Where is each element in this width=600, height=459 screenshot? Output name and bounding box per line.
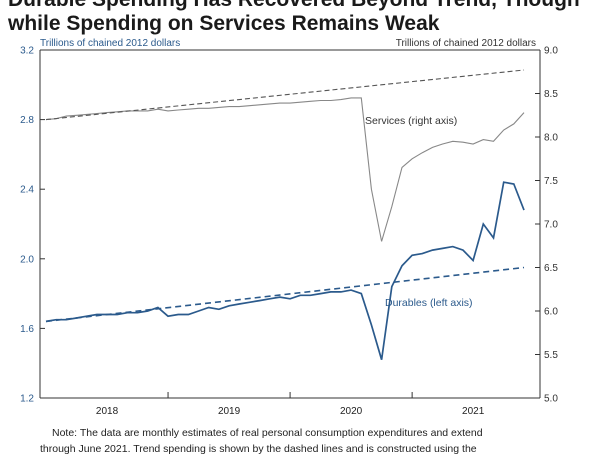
right-tick-label: 8.5 [544, 89, 558, 100]
right-tick-label: 6.0 [544, 307, 558, 318]
chart-title-line-1: Durable Spending Has Recovered Beyond Tr… [8, 0, 580, 12]
left-tick-label: 1.2 [20, 394, 34, 405]
left-axis-label: Trillions of chained 2012 dollars [40, 38, 180, 49]
series-layer [45, 69, 525, 360]
left-tick-label: 2.0 [20, 254, 34, 265]
right-tick-label: 8.0 [544, 133, 558, 144]
durables-series-line [45, 181, 525, 360]
note-line-2: through June 2021. Trend spending is sho… [40, 443, 477, 455]
x-tick-label: 2021 [462, 406, 485, 417]
chart-title-line-2: while Spending on Services Remains Weak [8, 12, 440, 35]
right-tick-label: 6.5 [544, 263, 558, 274]
x-tick-label: 2020 [340, 406, 363, 417]
x-tick-label: 2019 [218, 406, 241, 417]
left-tick-label: 2.4 [20, 185, 34, 196]
note-line-1: Note: The data are monthly estimates of … [52, 427, 483, 439]
services-series-label: Services (right axis) [365, 115, 457, 127]
right-tick-label: 7.5 [544, 176, 558, 187]
left-tick-label: 3.2 [20, 46, 34, 57]
x-tick-label: 2018 [96, 406, 119, 417]
services-trend-line [45, 69, 525, 121]
right-tick-label: 7.0 [544, 220, 558, 231]
right-axis-label: Trillions of chained 2012 dollars [396, 38, 536, 49]
left-tick-label: 1.6 [20, 324, 34, 335]
axes-layer: 1.2 1.6 2.0 2.4 2.8 3.2 5.0 5.5 6.0 6.5 7.0 7.5 8.0 8… [20, 46, 558, 418]
durables-series-label: Durables (left axis) [385, 297, 473, 309]
right-tick-label: 5.0 [544, 394, 558, 405]
chart-note: Note: The data are monthly estimates of … [40, 425, 560, 457]
right-tick-label: 9.0 [544, 46, 558, 57]
left-tick-label: 2.8 [20, 115, 34, 126]
durables-trend-line [45, 266, 525, 323]
chart-title: Durable Spending Has Recovered Beyond Tr… [8, 0, 580, 36]
right-tick-label: 5.5 [544, 350, 558, 361]
line-chart: 1.2 1.6 2.0 2.4 2.8 3.2 5.0 5.5 6.0 6.5 7.0 7.5 8.0 8… [20, 38, 558, 418]
